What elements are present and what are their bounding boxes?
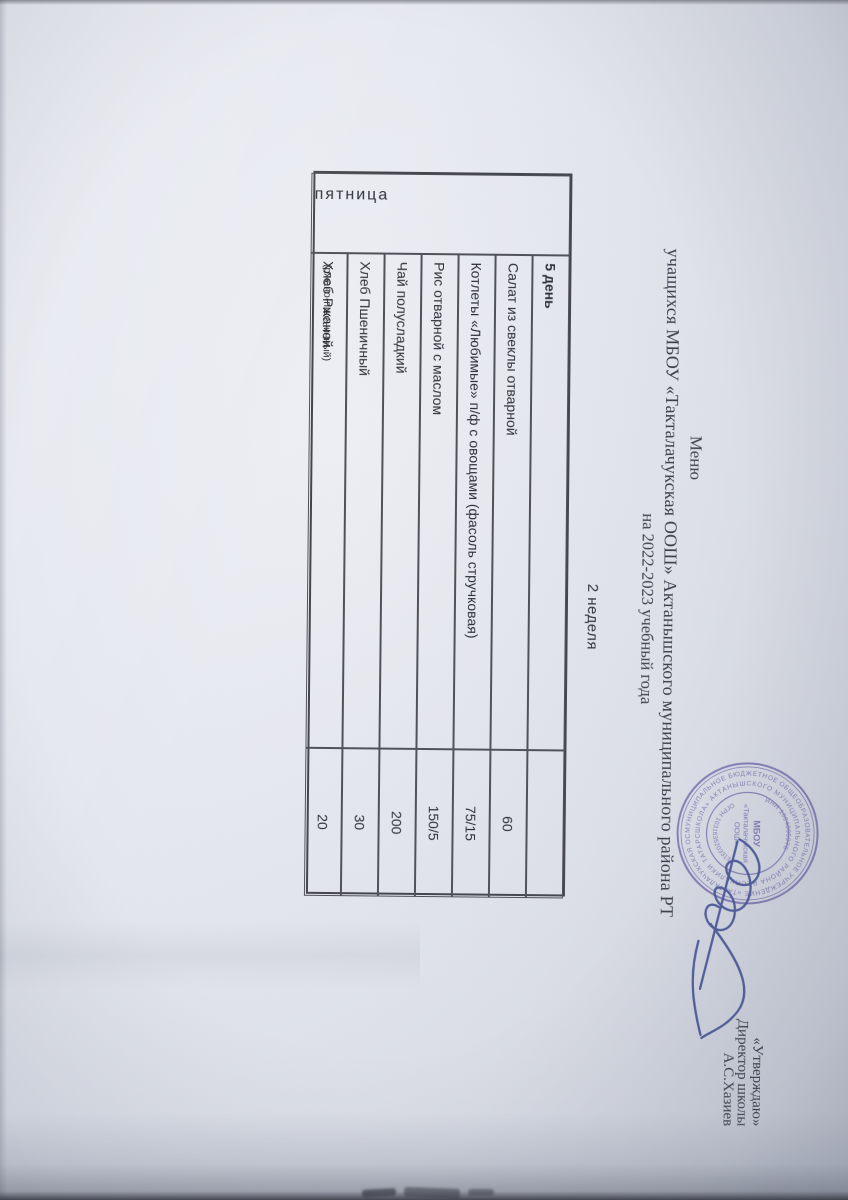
stamp-center-line-1: МБОУ — [751, 820, 761, 847]
day-label: пятница — [315, 185, 390, 204]
stamp-inner-ring — [705, 791, 790, 876]
amount-cell: 75/15 — [451, 749, 491, 898]
school-stamp-icon: МУНИЦИПАЛЬНОЕ БЮДЖЕТНОЕ ОБЩЕОБРАЗОВАТЕЛЬ… — [676, 762, 819, 905]
amount-cell: 20 — [303, 747, 343, 897]
week-label: 2 неделя — [583, 583, 602, 651]
day-cell: пятница — [310, 172, 571, 256]
menu-table: пятница 5 день Салат из свеклы отварной … — [303, 170, 573, 899]
dish-cell: Хлеб Пшеничный — [342, 253, 385, 749]
day-number-header: 5 день — [527, 255, 570, 751]
amount-cell: 30 — [340, 748, 380, 897]
menu-title-line-3: на 2022-2023 учебный года — [636, 513, 658, 705]
stamp-center-line-2: «Такталачукская — [741, 804, 751, 863]
dish-cell: Чай полусладкий — [379, 253, 422, 749]
dish-cell: Рис отварной с маслом — [416, 253, 459, 750]
amount-header-cell — [525, 750, 565, 899]
dish-cell: Хлеб Ржаной (ржано-пшеничный) — [305, 252, 348, 749]
amount-cell: 150/5 — [414, 748, 454, 898]
dish-cell: Котлеты «Любимые» п/ф с овощами (фасоль … — [453, 254, 496, 750]
amount-cell: 60 — [488, 749, 528, 899]
menu-title-line-1: Меню — [686, 435, 706, 481]
signature-icon — [691, 838, 761, 1040]
amount-cell: 200 — [377, 748, 417, 897]
stamp-center-line-3: ООШ» — [732, 822, 741, 845]
dish-cell: Салат из свеклы отварной — [490, 254, 533, 751]
